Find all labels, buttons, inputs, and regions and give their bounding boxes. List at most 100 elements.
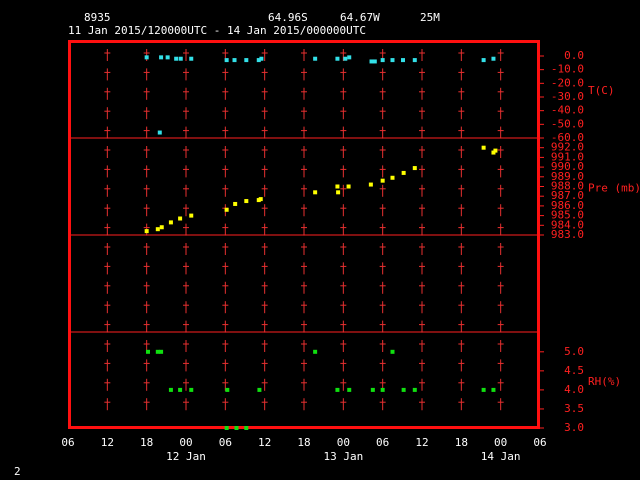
point [155, 349, 160, 354]
point [159, 349, 164, 354]
y-tick-label: 983.0 [551, 228, 584, 241]
grid-crosses [458, 49, 465, 411]
x-tick-label: 00 [179, 436, 192, 449]
point [493, 148, 498, 153]
grid-crosses [340, 49, 347, 411]
y-tick-label: 4.0 [564, 383, 584, 396]
date-label: 14 Jan [481, 450, 521, 463]
y-tick-label: -10.0 [551, 63, 584, 76]
point [168, 220, 173, 225]
point [347, 55, 352, 60]
grid-crosses [419, 49, 425, 411]
x-tick-label: 12 [258, 436, 271, 449]
point [380, 58, 385, 63]
point [481, 58, 486, 63]
y-tick-label: 992.0 [551, 141, 584, 154]
point [346, 184, 351, 189]
point [224, 58, 229, 63]
point [155, 227, 160, 232]
point [244, 199, 249, 204]
x-tick-label: 06 [533, 436, 546, 449]
grid-crosses [379, 49, 386, 411]
point [481, 145, 486, 150]
point [400, 58, 405, 63]
point [380, 387, 385, 392]
grid-crosses [497, 49, 504, 411]
longitude: 64.67W [340, 11, 380, 24]
grid-crosses [183, 49, 189, 411]
point [390, 349, 395, 354]
point [224, 426, 229, 430]
y-tick-label: 4.5 [564, 364, 584, 377]
point [390, 175, 395, 180]
y-tick-label: 988.0 [551, 180, 584, 193]
y-tick-label: 985.0 [551, 209, 584, 222]
point [412, 58, 417, 63]
point [258, 197, 263, 202]
point [259, 56, 264, 61]
point [225, 387, 230, 392]
point [233, 201, 238, 206]
point [178, 216, 183, 221]
point [390, 58, 395, 63]
y-axis-label: Pre (mb) [588, 182, 640, 195]
y-tick-label: 0.0 [564, 49, 584, 62]
grid-crosses [301, 49, 307, 411]
point [412, 387, 417, 392]
point [165, 55, 170, 60]
y-tick-label: 990.0 [551, 160, 584, 173]
y-tick-label: -60.0 [551, 131, 584, 144]
point [313, 56, 318, 61]
y-tick-label: -50.0 [551, 117, 584, 130]
point [189, 213, 194, 218]
y-tick-label: -30.0 [551, 90, 584, 103]
point [335, 387, 340, 392]
point [168, 387, 173, 392]
y-tick-label: 989.0 [551, 170, 584, 183]
x-tick-label: 12 [101, 436, 114, 449]
point [412, 166, 417, 171]
point [313, 349, 318, 354]
point [370, 387, 375, 392]
point [244, 58, 249, 63]
y-tick-label: -20.0 [551, 76, 584, 89]
y-tick-label: 987.0 [551, 189, 584, 202]
y-tick-label: 5.0 [564, 345, 584, 358]
latitude: 64.96S [268, 11, 308, 24]
y-tick-label: 986.0 [551, 199, 584, 212]
point [178, 387, 183, 392]
point [234, 426, 239, 430]
x-tick-label: 18 [455, 436, 468, 449]
point [256, 58, 261, 63]
point [159, 225, 164, 230]
x-tick-label: 06 [376, 436, 389, 449]
point [174, 56, 179, 61]
point [335, 56, 340, 61]
x-tick-label: 00 [494, 436, 507, 449]
point [144, 229, 149, 234]
x-tick-label: 18 [140, 436, 153, 449]
point [244, 426, 249, 430]
point [313, 190, 318, 195]
point [189, 387, 194, 392]
station-id: 8935 [84, 11, 111, 24]
x-tick-label: 18 [297, 436, 310, 449]
y-tick-label: 3.0 [564, 421, 584, 434]
grid-crosses [261, 49, 268, 411]
frame [68, 40, 540, 429]
point [178, 56, 183, 61]
point [369, 59, 374, 64]
y-tick-label: -40.0 [551, 104, 584, 117]
x-tick-label: 06 [219, 436, 232, 449]
x-tick-label: 12 [415, 436, 428, 449]
y-tick-label: 3.5 [564, 402, 584, 415]
point [232, 58, 237, 63]
point [491, 56, 496, 61]
y-tick-label: 991.0 [551, 150, 584, 163]
y-axis-label: T(C) [588, 84, 615, 97]
point [401, 387, 406, 392]
grid-crosses [222, 49, 229, 411]
point [189, 56, 194, 61]
